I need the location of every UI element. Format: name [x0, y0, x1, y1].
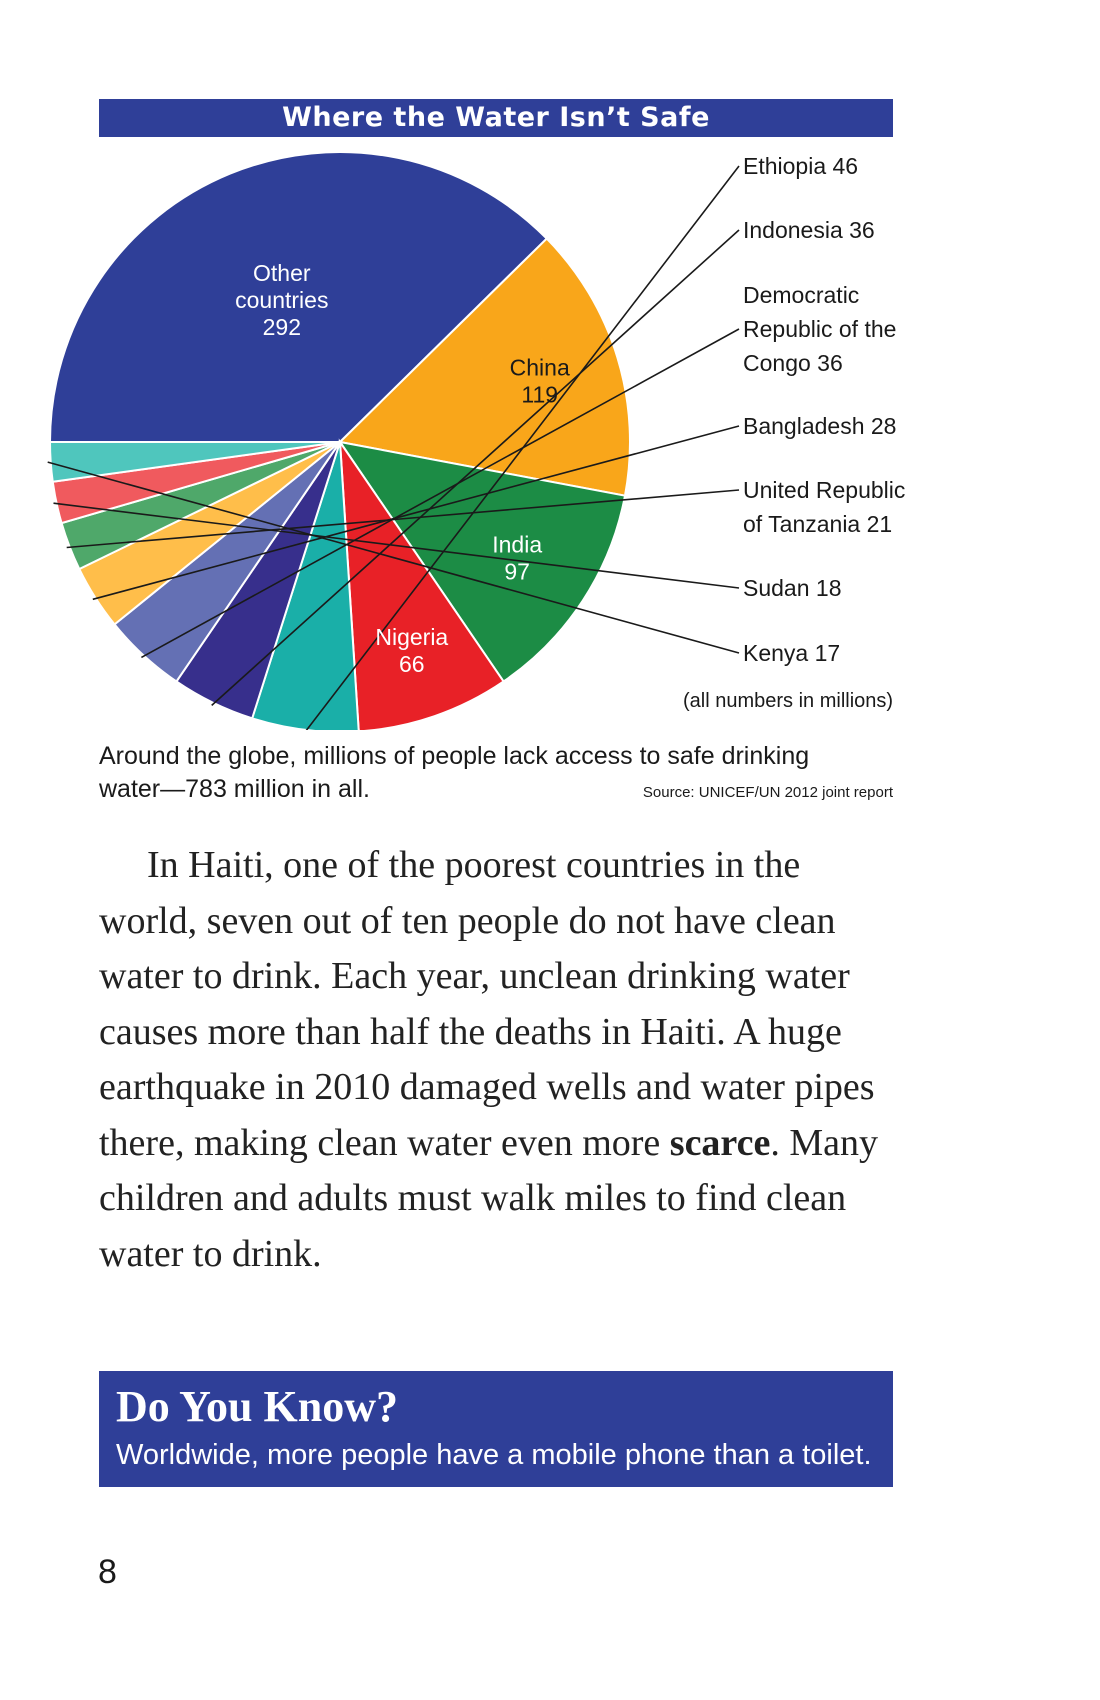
leader-line-indonesia [211, 229, 740, 706]
do-you-know-text: Worldwide, more people have a mobile pho… [116, 1439, 872, 1471]
pie-slice-kenya [48, 441, 341, 483]
slice-label-india: India 97 [492, 531, 542, 584]
pie-slice-other-countries [48, 151, 549, 443]
leader-line-sudan [53, 502, 740, 589]
chart-source: Source: UNICEF/UN 2012 joint report [642, 784, 893, 801]
pie-slice-china [337, 237, 631, 497]
leader-line-democratic-republic-of-the-congo [141, 328, 740, 659]
leader-line-kenya [47, 461, 740, 654]
page-number: 8 [98, 1553, 117, 1591]
do-you-know-box: Do You Know? Worldwide, more people have… [99, 1371, 893, 1487]
callout-label-bangladesh: Bangladesh 28 [743, 413, 896, 439]
callout-label-sudan: Sudan 18 [743, 575, 841, 601]
callout-label-indonesia: Indonesia 36 [743, 217, 875, 243]
body-text-part-1: In Haiti, one of the poorest countries i… [99, 844, 875, 1164]
units-note: (all numbers in millions) [683, 690, 894, 712]
callout-label-ethiopia: Ethiopia 46 [743, 153, 858, 179]
slice-label-nigeria: Nigeria 66 [375, 624, 448, 677]
leader-line-bangladesh [92, 425, 740, 601]
pie-slice-nigeria [338, 438, 505, 730]
leader-line-ethiopia [305, 165, 740, 730]
callout-label-united-republic-of-tanzania: United Republic of Tanzania 21 [743, 477, 905, 537]
do-you-know-heading: Do You Know? [116, 1382, 398, 1431]
body-paragraph: In Haiti, one of the poorest countries i… [99, 838, 899, 1282]
callout-label-kenya: Kenya 17 [743, 640, 840, 666]
callout-label-democratic-republic-of-the-congo: Democratic Republic of the Congo 36 [743, 282, 896, 376]
slice-label-china: China 119 [510, 355, 570, 408]
slice-label-other-countries: Other countries 292 [235, 260, 328, 340]
leader-line-united-republic-of-tanzania [66, 489, 740, 549]
pie-chart: Other countries 292 China 119 India 97 Nigeria 6… [47, 151, 905, 730]
body-text-part-2: . Many children and adults must walk mil… [99, 1121, 879, 1275]
pie-slice-india [337, 440, 627, 683]
chart-title: Where the Water Isn’t Safe [99, 99, 893, 137]
chart-caption: Around the globe, millions of people lac… [99, 742, 810, 803]
vocab-word-scarce: scarce [669, 1121, 771, 1164]
